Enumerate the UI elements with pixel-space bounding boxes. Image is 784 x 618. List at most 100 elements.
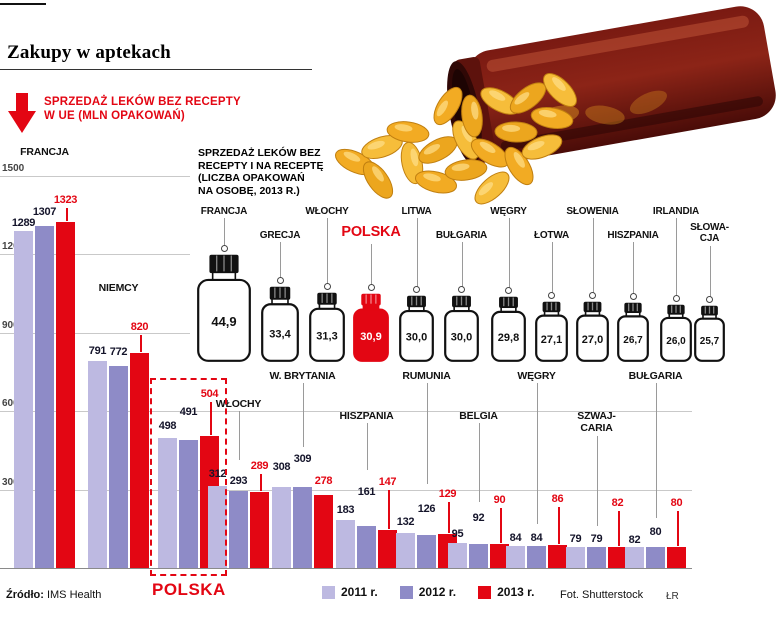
bar-value-label: 498 xyxy=(158,419,177,432)
bar-2012r-4 xyxy=(293,487,312,568)
bar-2013r-10 xyxy=(667,547,686,568)
page-title: Zakupy w aptekach xyxy=(7,42,171,63)
bottle-10: 26,0 xyxy=(660,304,692,362)
bar-2011r-9 xyxy=(566,547,585,568)
x-axis-line xyxy=(0,568,692,569)
bottle-leader-dot xyxy=(367,284,375,291)
bar-2011r-1 xyxy=(88,361,107,568)
country-label: NIEMCY xyxy=(98,282,139,294)
bar-2011r-5 xyxy=(336,520,355,568)
bar-value-label: 309 xyxy=(293,453,312,466)
legend-item-2012: 2012 r. xyxy=(399,585,456,599)
pill-icon xyxy=(418,136,458,164)
bottle-label: BUŁGARIA xyxy=(435,230,488,241)
bottle-icon: 30,9 xyxy=(353,293,389,362)
bar-value-label: 289 xyxy=(250,460,269,473)
gridline xyxy=(0,411,692,412)
bottle-8: 27,0 xyxy=(576,301,609,362)
bar-2011r-4 xyxy=(272,487,291,568)
bottle-leader-line xyxy=(327,218,328,284)
country-label: WŁOCHY xyxy=(215,398,262,410)
bottle-1: 33,4 xyxy=(261,286,299,362)
bar-2012r-7 xyxy=(469,543,488,568)
bar-2013r-8 xyxy=(548,545,567,568)
pill-icon xyxy=(444,159,488,181)
bar-value-label: 308 xyxy=(272,461,291,474)
svg-text:25,7: 25,7 xyxy=(700,336,720,347)
bar-value-label: 80 xyxy=(649,526,662,539)
svg-text:27,1: 27,1 xyxy=(541,334,562,346)
bottle-leader-dot xyxy=(505,287,512,294)
bar-2012r-0 xyxy=(35,226,54,568)
value-leader-line xyxy=(676,511,679,547)
country-label: W. BRYTANIA xyxy=(269,370,336,382)
legend-swatch-2011 xyxy=(322,585,335,599)
bottle-label: FRANCJA xyxy=(200,206,248,217)
bar-2013r-7 xyxy=(490,544,509,568)
pill-icon xyxy=(530,106,574,130)
y-tick-label: 600 xyxy=(2,398,19,409)
bar-value-label: 312 xyxy=(208,468,227,481)
pill-icon xyxy=(414,170,458,194)
bar-2011r-8 xyxy=(506,546,525,568)
country-label: SZWAJ- CARIA xyxy=(577,410,616,434)
bottle-7: 27,1 xyxy=(535,301,568,362)
spilled-pills xyxy=(335,73,577,205)
bar-2012r-5 xyxy=(357,525,376,568)
bottle-icon: 44,9 xyxy=(197,254,251,362)
gridline xyxy=(0,175,190,177)
photo-credit: Fot. Shutterstock xyxy=(560,589,644,601)
heading-line: RECEPTY I NA RECEPTĘ xyxy=(198,159,324,172)
country-leader-line xyxy=(536,383,538,524)
bar-2011r-3 xyxy=(208,486,227,568)
heading-line: (LICZBA OPAKOWAŃ xyxy=(198,172,305,184)
svg-text:30,0: 30,0 xyxy=(451,332,472,344)
bottle-label: GRECJA xyxy=(259,230,301,241)
bottle-leader-dot xyxy=(458,286,465,293)
legend-label: 2011 r. xyxy=(341,585,378,599)
bottle-label: IRLANDIA xyxy=(652,206,700,217)
pill-icon xyxy=(494,121,538,143)
value-leader-line xyxy=(557,507,560,545)
bottle-icon: 26,0 xyxy=(660,304,692,362)
legend: 2011 r. 2012 r. 2013 r. xyxy=(322,585,534,599)
bar-value-label: 126 xyxy=(417,503,436,516)
bar-2013r-5 xyxy=(378,529,397,568)
y-tick-label: 300 xyxy=(2,476,19,488)
bottle-2: 31,3 xyxy=(309,292,345,362)
bottle-icon: 30,0 xyxy=(399,295,434,362)
bottle-leader-dot xyxy=(629,293,637,300)
bar-value-label: 1307 xyxy=(32,206,57,218)
gridline xyxy=(0,254,190,255)
bar-value-label: 82 xyxy=(611,496,624,509)
country-label: WĘGRY xyxy=(517,370,556,382)
bottle-icon: 25,7 xyxy=(694,305,725,362)
bar-2012r-6 xyxy=(417,535,436,568)
bottle-label: LITWA xyxy=(401,206,432,217)
bottle-leader-line xyxy=(416,218,418,287)
source-label: Źródło: xyxy=(6,589,44,601)
country-leader-line xyxy=(596,436,598,526)
y-tick-label: 1500 xyxy=(2,162,25,174)
bottle-icon: 26,7 xyxy=(617,302,649,362)
bar-value-label: 95 xyxy=(451,528,464,541)
bottle-icon: 27,0 xyxy=(576,301,609,362)
bar-2013r-0 xyxy=(56,221,75,568)
bar-value-label: 86 xyxy=(551,493,564,506)
bottle-chart-heading: SPRZEDAŻ LEKÓW BEZ RECEPTY I NA RECEPTĘ (L… xyxy=(198,147,323,197)
pill-icon xyxy=(361,134,403,160)
bar-value-label: 82 xyxy=(628,533,641,546)
down-arrow-icon xyxy=(8,93,36,138)
bar-2012r-10 xyxy=(646,547,665,568)
country-leader-line xyxy=(238,411,240,460)
bottle-leader-line xyxy=(709,246,711,297)
country-leader-line xyxy=(302,383,304,447)
svg-text:33,4: 33,4 xyxy=(269,328,291,340)
polska-label: POLSKA xyxy=(152,580,226,599)
bottle-label: WŁOCHY xyxy=(305,206,349,217)
bar-value-label: 79 xyxy=(590,533,603,546)
bottle-leader-dot xyxy=(548,292,555,299)
value-leader-line xyxy=(209,402,212,436)
